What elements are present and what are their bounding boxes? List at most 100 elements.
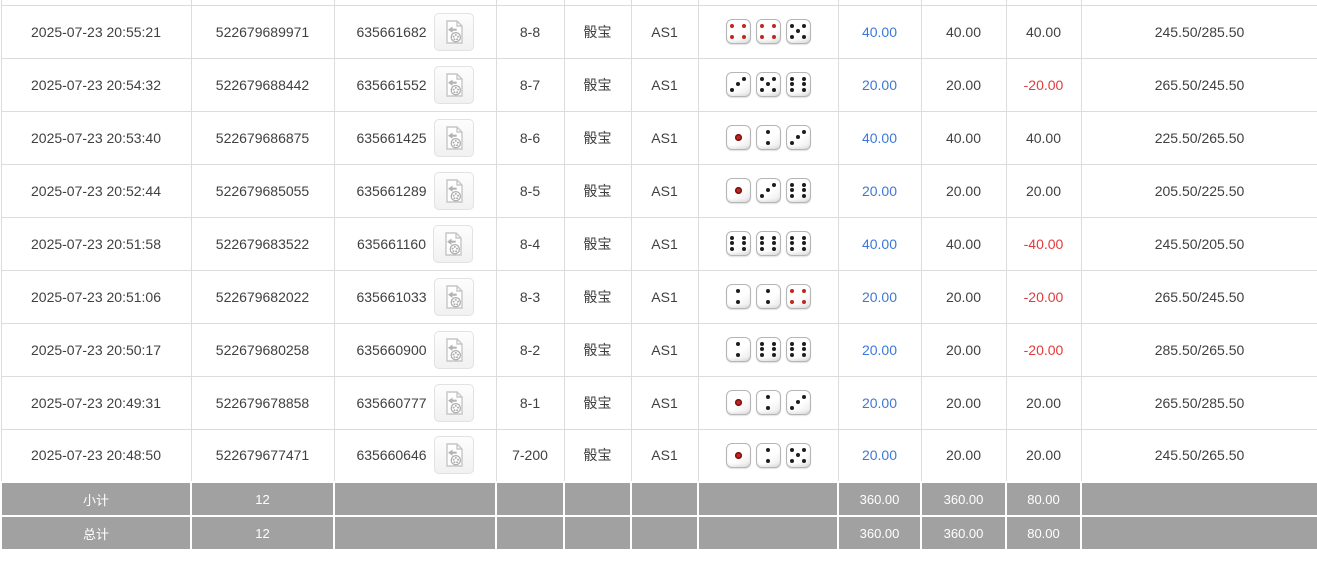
round-id-cell: 635661682 xyxy=(333,4,497,59)
video-replay-button[interactable] xyxy=(433,277,474,316)
table-name: AS1 xyxy=(630,4,699,59)
win-loss-value: 20.00 xyxy=(1005,375,1082,430)
round-id-cell: 635661160 xyxy=(333,216,497,271)
valid-amount: 20.00 xyxy=(920,428,1007,483)
table-name: AS1 xyxy=(630,163,699,218)
balance: 205.50/225.50 xyxy=(1080,163,1317,218)
bet-time: 2025-07-23 20:48:50 xyxy=(0,428,192,483)
video-replay-button[interactable] xyxy=(433,65,474,104)
win-loss-value: -20.00 xyxy=(1005,269,1082,324)
shoe-round: 8-5 xyxy=(495,163,565,218)
round-id: 635661160 xyxy=(356,235,427,252)
shoe-round: 8-8 xyxy=(495,4,565,59)
bet-id: 522679682022 xyxy=(190,269,335,324)
die-6 xyxy=(785,231,811,256)
shoe-round: 8-3 xyxy=(495,269,565,324)
bet-amount-link[interactable]: 20.00 xyxy=(861,288,898,305)
bet-amount-cell: 20.00 xyxy=(837,163,922,218)
bet-id: 522679686875 xyxy=(190,110,335,165)
round-id: 635661682 xyxy=(356,23,427,40)
bet-amount-link[interactable]: 20.00 xyxy=(861,182,898,199)
die-1 xyxy=(725,442,751,468)
table-name: AS1 xyxy=(630,269,699,324)
dice-result-cell xyxy=(697,163,839,218)
die-1 xyxy=(725,178,751,203)
video-file-icon xyxy=(445,284,463,309)
video-replay-button[interactable] xyxy=(433,383,474,422)
dice-result xyxy=(701,178,836,203)
win-loss-value: 20.00 xyxy=(1005,163,1082,218)
bet-record-row: 2025-07-23 20:51:06 522679682022 6356610… xyxy=(0,269,1317,324)
bet-amount-link[interactable]: 20.00 xyxy=(861,394,898,411)
game-name: 骰宝 xyxy=(563,375,632,430)
video-replay-button[interactable] xyxy=(433,436,474,475)
bet-amount-link[interactable]: 20.00 xyxy=(861,447,898,464)
video-replay-button[interactable] xyxy=(433,12,474,51)
round-id: 635660777 xyxy=(356,394,427,411)
bet-amount-link[interactable]: 20.00 xyxy=(861,341,898,358)
die-2 xyxy=(755,442,781,468)
win-loss-value: -40.00 xyxy=(1005,216,1082,271)
die-2 xyxy=(755,284,781,309)
game-name: 骰宝 xyxy=(563,428,632,483)
round-id-cell: 635661425 xyxy=(333,110,497,165)
bet-amount-cell: 20.00 xyxy=(837,57,922,112)
total-win-loss: 80.00 xyxy=(1005,515,1082,551)
bet-id: 522679689971 xyxy=(190,4,335,59)
balance: 265.50/245.50 xyxy=(1080,269,1317,324)
bet-time: 2025-07-23 20:51:06 xyxy=(0,269,192,324)
die-5 xyxy=(785,19,811,44)
bet-time: 2025-07-23 20:54:32 xyxy=(0,57,192,112)
bet-amount-cell: 40.00 xyxy=(837,110,922,165)
video-file-icon xyxy=(445,390,463,415)
valid-amount: 20.00 xyxy=(920,322,1007,377)
dice-result xyxy=(701,19,836,44)
die-6 xyxy=(755,231,781,256)
video-replay-button[interactable] xyxy=(433,118,474,157)
bet-amount-link[interactable]: 40.00 xyxy=(861,235,898,252)
bet-amount-link[interactable]: 40.00 xyxy=(861,23,898,40)
dice-result-cell xyxy=(697,322,839,377)
video-file-icon xyxy=(445,19,463,44)
bet-id: 522679678858 xyxy=(190,375,335,430)
valid-amount: 20.00 xyxy=(920,163,1007,218)
bet-time: 2025-07-23 20:53:40 xyxy=(0,110,192,165)
dice-result-cell xyxy=(697,4,839,59)
win-loss-value: 40.00 xyxy=(1005,110,1082,165)
bet-amount-cell: 20.00 xyxy=(837,269,922,324)
round-id-cell: 635660777 xyxy=(333,375,497,430)
valid-amount: 40.00 xyxy=(920,216,1007,271)
video-replay-button[interactable] xyxy=(433,171,474,210)
die-6 xyxy=(755,337,781,362)
shoe-round: 8-4 xyxy=(495,216,565,271)
video-file-icon xyxy=(445,337,463,362)
game-name: 骰宝 xyxy=(563,57,632,112)
bet-record-row: 2025-07-23 20:52:44 522679685055 6356612… xyxy=(0,163,1317,218)
dice-result xyxy=(701,125,836,150)
bet-record-row: 2025-07-23 20:50:17 522679680258 6356609… xyxy=(0,322,1317,377)
bet-amount-link[interactable]: 40.00 xyxy=(861,129,898,146)
subtotal-label: 小计 xyxy=(0,481,192,517)
balance: 245.50/285.50 xyxy=(1080,4,1317,59)
die-5 xyxy=(785,442,811,468)
video-replay-button[interactable] xyxy=(433,330,474,369)
subtotal-row: 小计 12 360.00 360.00 80.00 xyxy=(0,481,1317,517)
balance: 245.50/205.50 xyxy=(1080,216,1317,271)
die-6 xyxy=(785,72,811,97)
bet-record-row: 2025-07-23 20:51:58 522679683522 6356611… xyxy=(0,216,1317,271)
bet-amount-cell: 40.00 xyxy=(837,216,922,271)
total-valid-amount: 360.00 xyxy=(920,515,1007,551)
die-6 xyxy=(725,231,751,256)
die-4 xyxy=(725,19,751,44)
table-name: AS1 xyxy=(630,428,699,483)
bet-amount-link[interactable]: 20.00 xyxy=(861,76,898,93)
total-count: 12 xyxy=(190,515,335,551)
video-replay-button[interactable] xyxy=(433,224,474,263)
bet-record-row: 2025-07-23 20:53:40 522679686875 6356614… xyxy=(0,110,1317,165)
dice-result xyxy=(701,284,836,309)
bet-record-row: 2025-07-23 20:48:50 522679677471 6356606… xyxy=(0,428,1317,483)
bet-history-table: 2025-07-23 20:55:21 522679689971 6356616… xyxy=(0,0,1317,551)
round-id-cell: 635661552 xyxy=(333,57,497,112)
dice-result xyxy=(701,442,836,468)
round-id: 635660646 xyxy=(356,447,427,464)
